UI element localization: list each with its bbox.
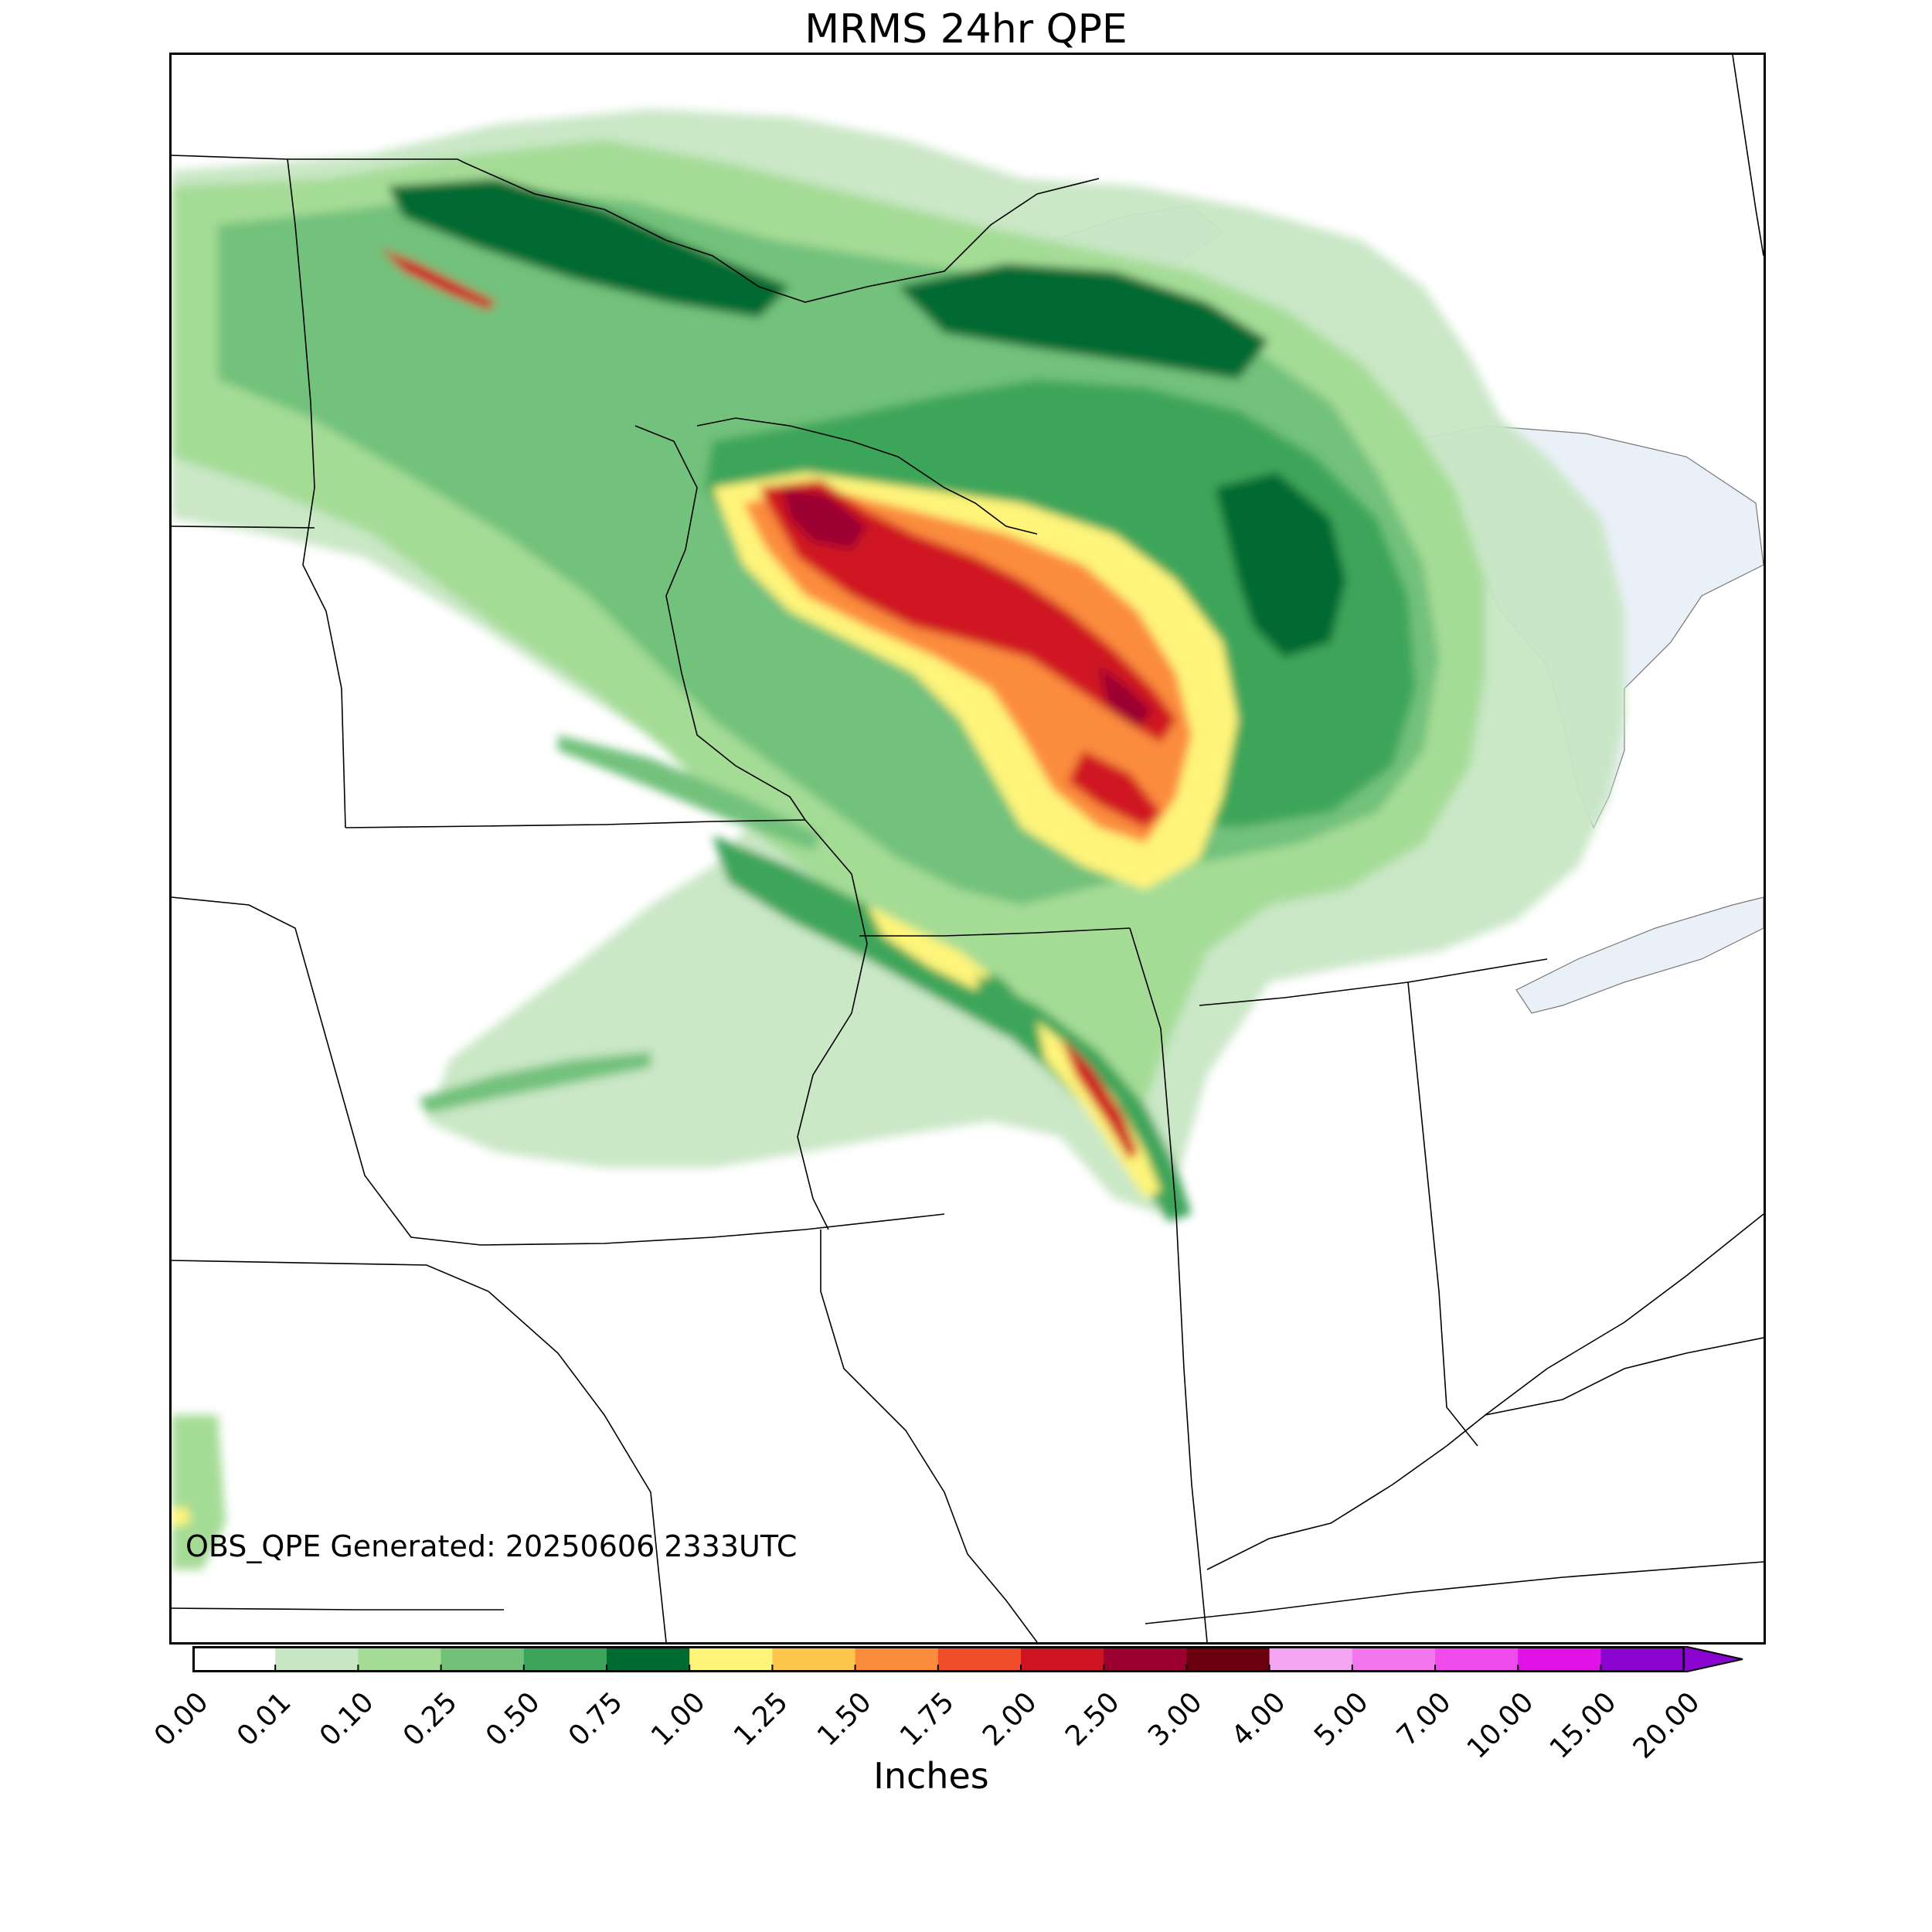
map-panel bbox=[169, 53, 1766, 1645]
border-sd-nd bbox=[172, 526, 315, 529]
precip-2p00-region-south bbox=[1068, 750, 1161, 828]
border-ohio-river bbox=[1206, 1337, 1764, 1570]
colorbar-tick-label: 0.50 bbox=[479, 1686, 546, 1753]
border-wi-il bbox=[859, 927, 1131, 937]
border-oh-wv bbox=[1485, 1213, 1764, 1416]
colorbar-label: Inches bbox=[873, 1755, 989, 1797]
precip-2p00-region bbox=[759, 480, 1176, 743]
border-in-oh bbox=[1407, 981, 1478, 1447]
colorbar-cell bbox=[1600, 1646, 1685, 1672]
border-mn-wi bbox=[634, 425, 806, 821]
colorbar-tick-label: 2.00 bbox=[976, 1686, 1043, 1753]
precip-0p75-region-north bbox=[388, 179, 790, 318]
precip-2p50-region bbox=[782, 488, 867, 549]
border-ia-il bbox=[797, 819, 868, 1230]
colorbar-cell bbox=[772, 1646, 856, 1672]
map-title: MRMS 24hr QPE bbox=[804, 6, 1128, 53]
colorbar-tick-label: 3.00 bbox=[1142, 1686, 1209, 1753]
colorbar-cell bbox=[440, 1646, 525, 1672]
colorbar-cells bbox=[192, 1646, 1685, 1672]
colorbar-tick-label: 0.25 bbox=[396, 1686, 464, 1753]
border-il-in bbox=[1129, 927, 1208, 1642]
colorbar-tick-label: 2.50 bbox=[1060, 1686, 1126, 1753]
border-pa-oh bbox=[1732, 55, 1764, 257]
colorbar-tick-label: 1.50 bbox=[811, 1686, 878, 1753]
qpe-precip-layer bbox=[172, 109, 1624, 1570]
precip-spot-mo-core bbox=[172, 1508, 191, 1527]
colorbar-tick-label: 1.75 bbox=[893, 1686, 961, 1753]
colorbar-cell bbox=[1104, 1646, 1187, 1672]
precip-band-sw-1p00 bbox=[867, 905, 991, 990]
lake-erie bbox=[1515, 896, 1764, 1014]
precip-0p75-region-superior bbox=[898, 264, 1269, 379]
colorbar-cell bbox=[523, 1646, 607, 1672]
colorbar-cell bbox=[1021, 1646, 1104, 1672]
colorbar-extend-arrow bbox=[1682, 1646, 1743, 1672]
border-mo-ks bbox=[172, 1607, 504, 1611]
border-ky-tn bbox=[1145, 1561, 1764, 1624]
colorbar-cell bbox=[1269, 1646, 1353, 1672]
colorbar-tick-label: 7.00 bbox=[1390, 1686, 1458, 1753]
colorbar-cell bbox=[689, 1646, 773, 1672]
border-mn-nd bbox=[287, 158, 346, 828]
precip-0p75-region bbox=[1215, 472, 1346, 658]
colorbar-cell bbox=[275, 1646, 359, 1672]
colorbar-ticks bbox=[192, 1665, 1685, 1672]
border-mo-il bbox=[820, 1230, 1038, 1642]
colorbar-tick-label: 5.00 bbox=[1308, 1686, 1375, 1753]
colorbar-cell bbox=[607, 1646, 690, 1672]
precip-2p50-region-east bbox=[1099, 665, 1153, 727]
generated-timestamp: OBS_QPE Generated: 20250606 2333UTC bbox=[185, 1529, 798, 1563]
precip-spot-mo bbox=[172, 1415, 226, 1570]
colorbar-tick-label: 20.00 bbox=[1627, 1686, 1706, 1765]
colorbar-tick-label: 0.75 bbox=[562, 1686, 629, 1753]
colorbar-cell bbox=[1352, 1646, 1436, 1672]
precip-map bbox=[172, 55, 1764, 1642]
border-wi-mi bbox=[696, 417, 1038, 535]
precip-band-wi-0p50 bbox=[558, 735, 821, 851]
colorbar-cell bbox=[937, 1646, 1022, 1672]
colorbar-tick-label: 1.00 bbox=[645, 1686, 712, 1753]
colorbar-tick-label: 0.00 bbox=[148, 1686, 215, 1753]
colorbar-tick-label: 0.10 bbox=[314, 1686, 381, 1753]
colorbar-cell bbox=[1186, 1646, 1270, 1672]
colorbar-tick-label: 10.00 bbox=[1461, 1686, 1540, 1765]
colorbar-tick-label: 1.25 bbox=[728, 1686, 795, 1753]
colorbar-cell bbox=[192, 1646, 276, 1672]
colorbar bbox=[192, 1646, 1743, 1672]
colorbar-cell bbox=[358, 1646, 442, 1672]
colorbar-cell bbox=[1518, 1646, 1601, 1672]
colorbar-cell bbox=[1435, 1646, 1519, 1672]
border-mi-in-oh bbox=[1199, 958, 1548, 1006]
colorbar-tick-label: 15.00 bbox=[1544, 1686, 1623, 1765]
border-ne-ks bbox=[172, 1260, 667, 1642]
colorbar-tick-label: 0.01 bbox=[231, 1686, 298, 1753]
precip-band-iowa-0p25 bbox=[419, 1052, 651, 1114]
precip-band-ill-2p00 bbox=[1060, 1036, 1138, 1160]
border-mn-ia bbox=[345, 819, 806, 828]
canada-us-border bbox=[172, 155, 1100, 303]
border-ia-mo bbox=[172, 896, 945, 1246]
precip-band-nd-2p00 bbox=[380, 248, 496, 310]
colorbar-tick-label: 4.00 bbox=[1225, 1686, 1292, 1753]
state-borders-layer bbox=[172, 55, 1764, 1642]
colorbar-cell bbox=[855, 1646, 939, 1672]
